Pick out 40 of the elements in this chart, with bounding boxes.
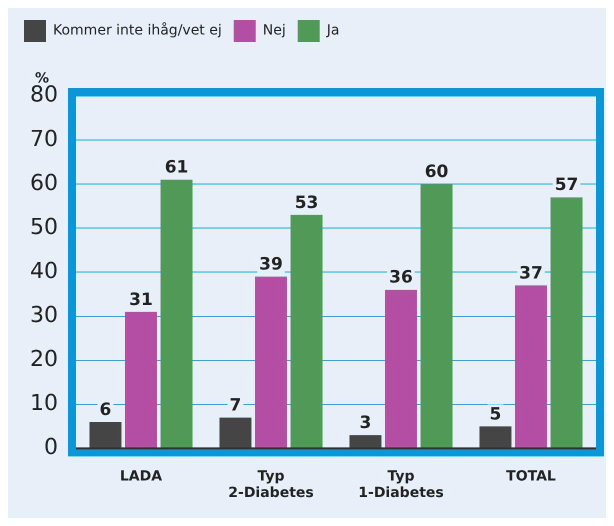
bar bbox=[479, 426, 512, 448]
bar bbox=[290, 214, 323, 448]
x-tick-label: Typ 2-Diabetes bbox=[228, 468, 314, 502]
data-label: 37 bbox=[519, 263, 543, 284]
legend-label: Kommer inte ihåg/vet ej bbox=[53, 22, 222, 39]
y-tick-label: 0 bbox=[44, 435, 58, 460]
data-label: 57 bbox=[554, 175, 578, 196]
x-tick-label: TOTAL bbox=[506, 468, 556, 484]
y-tick-label: 10 bbox=[30, 391, 58, 416]
y-tick-label: 20 bbox=[30, 347, 58, 372]
data-label: 7 bbox=[230, 395, 242, 416]
data-label: 61 bbox=[164, 158, 188, 178]
data-label: 53 bbox=[294, 192, 318, 213]
bar bbox=[349, 435, 382, 448]
bar bbox=[420, 184, 453, 448]
bar bbox=[385, 290, 417, 448]
legend-label: Ja bbox=[326, 22, 340, 39]
data-label: 31 bbox=[129, 290, 153, 310]
data-label: 39 bbox=[259, 254, 283, 275]
bar bbox=[219, 418, 252, 448]
x-tick-label: LADA bbox=[120, 468, 162, 484]
y-tick-label: 80 bbox=[30, 82, 58, 108]
data-label: 36 bbox=[389, 268, 413, 288]
y-tick-label: 30 bbox=[30, 302, 58, 328]
bar bbox=[550, 197, 583, 448]
y-tick-label: 50 bbox=[30, 214, 58, 240]
data-label: 6 bbox=[100, 400, 112, 420]
legend-label: Nej bbox=[262, 22, 286, 39]
data-label: 60 bbox=[424, 162, 449, 182]
bar bbox=[125, 312, 157, 448]
bar bbox=[89, 422, 122, 448]
x-tick-label: Typ 1-Diabetes bbox=[358, 468, 444, 502]
y-tick-label: 60 bbox=[30, 170, 58, 196]
bar bbox=[255, 276, 287, 448]
y-tick-label: 40 bbox=[30, 258, 58, 284]
y-tick-label: 70 bbox=[30, 126, 58, 152]
data-label: 5 bbox=[490, 404, 502, 424]
data-label: 3 bbox=[360, 413, 372, 434]
bar bbox=[160, 180, 193, 448]
bar bbox=[515, 285, 547, 448]
